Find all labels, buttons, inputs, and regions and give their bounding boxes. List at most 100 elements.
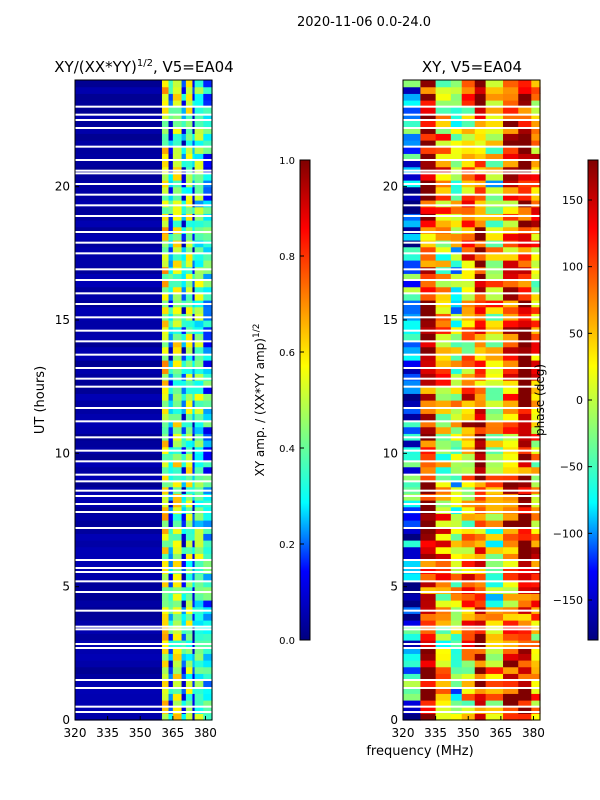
heatmap-cell: [194, 206, 204, 214]
heatmap-cell: [474, 340, 487, 348]
heatmap-cell: [461, 580, 476, 588]
heatmap-cell: [403, 586, 421, 594]
heatmap-cell: [194, 580, 204, 588]
heatmap-cell: [485, 160, 504, 168]
heatmap-cell: [203, 113, 213, 121]
heatmap-cell: [203, 666, 213, 674]
heatmap-cell: [185, 200, 194, 208]
heatmap-cell: [185, 666, 194, 674]
heatmap-cell: [192, 440, 196, 448]
heatmap-cell: [420, 333, 437, 341]
heatmap-cell: [194, 380, 204, 388]
heatmap-cell: [531, 613, 541, 621]
heatmap-cell: [461, 586, 476, 594]
heatmap-cell: [172, 566, 183, 574]
heatmap-cell: [181, 580, 187, 588]
heatmap-cell: [518, 153, 532, 161]
heatmap-cell: [181, 453, 187, 461]
heatmap-cell: [403, 440, 421, 448]
y-tick-label: 20: [383, 180, 398, 194]
heatmap-cell: [75, 653, 163, 661]
heatmap-cell: [450, 146, 463, 154]
heatmap-cell: [403, 146, 421, 154]
heatmap-cell: [75, 706, 163, 714]
heatmap-cell: [531, 686, 541, 694]
colorbar1-tick-label: 0.8: [279, 252, 295, 263]
heatmap-cell: [203, 140, 213, 148]
heatmap-cell: [435, 546, 452, 554]
heatmap-cell: [420, 560, 437, 568]
heatmap-cell: [172, 573, 183, 581]
heatmap-cell: [518, 380, 532, 388]
heatmap-cell: [531, 653, 541, 661]
heatmap-cell: [403, 113, 421, 121]
heatmap-cell: [420, 206, 437, 214]
heatmap-cell: [420, 406, 437, 414]
heatmap-cell: [435, 673, 452, 681]
heatmap-cell: [435, 360, 452, 368]
heatmap-cell: [192, 546, 196, 554]
heatmap-cell: [192, 633, 196, 641]
gap-row: [403, 647, 540, 649]
heatmap-cell: [181, 593, 187, 601]
heatmap-cell: [435, 200, 452, 208]
gap-row: [403, 183, 540, 185]
heatmap-cell: [461, 506, 476, 514]
heatmap-cell: [161, 540, 170, 548]
gap-row: [403, 527, 540, 529]
heatmap-cell: [161, 480, 170, 488]
heatmap-cell: [518, 246, 532, 254]
heatmap-cell: [172, 146, 183, 154]
heatmap-cell: [161, 320, 170, 328]
heatmap-cell: [75, 573, 163, 581]
heatmap-cell: [75, 693, 163, 701]
heatmap-cell: [450, 393, 463, 401]
heatmap-cell: [203, 620, 213, 628]
heatmap-cell: [474, 80, 487, 88]
heatmap-cell: [192, 620, 196, 628]
heatmap-cell: [461, 253, 476, 261]
heatmap-cell: [203, 546, 213, 554]
panel2-heatmap: [403, 80, 541, 721]
heatmap-cell: [503, 613, 519, 621]
heatmap-cell: [403, 80, 421, 88]
heatmap-cell: [75, 200, 163, 208]
heatmap-cell: [420, 460, 437, 468]
heatmap-cell: [161, 280, 170, 288]
heatmap-cell: [518, 686, 532, 694]
heatmap-cell: [75, 273, 163, 281]
heatmap-cell: [194, 700, 204, 708]
heatmap-cell: [185, 186, 194, 194]
heatmap-cell: [518, 633, 532, 641]
heatmap-cell: [185, 706, 194, 714]
heatmap-cell: [461, 700, 476, 708]
heatmap-cell: [485, 580, 504, 588]
heatmap-cell: [503, 520, 519, 528]
heatmap-cell: [203, 653, 213, 661]
heatmap-cell: [531, 160, 541, 168]
gap-row: [75, 460, 212, 463]
heatmap-cell: [185, 553, 194, 561]
heatmap-cell: [192, 200, 196, 208]
heatmap-cell: [485, 226, 504, 234]
heatmap-cell: [531, 693, 541, 701]
heatmap-cell: [172, 153, 183, 161]
heatmap-cell: [75, 546, 163, 554]
heatmap-cell: [168, 140, 174, 148]
heatmap-cell: [461, 560, 476, 568]
heatmap-cell: [474, 580, 487, 588]
heatmap-cell: [461, 173, 476, 181]
heatmap-cell: [181, 713, 187, 721]
heatmap-cell: [420, 146, 437, 154]
heatmap-cell: [420, 273, 437, 281]
heatmap-cell: [185, 286, 194, 294]
heatmap-cell: [168, 346, 174, 354]
heatmap-cell: [485, 333, 504, 341]
gap-row: [403, 420, 540, 423]
heatmap-cell: [185, 480, 194, 488]
heatmap-cell: [192, 520, 196, 528]
heatmap-cell: [75, 280, 163, 288]
heatmap-cell: [474, 533, 487, 541]
heatmap-cell: [192, 146, 196, 154]
heatmap-cell: [194, 293, 204, 301]
